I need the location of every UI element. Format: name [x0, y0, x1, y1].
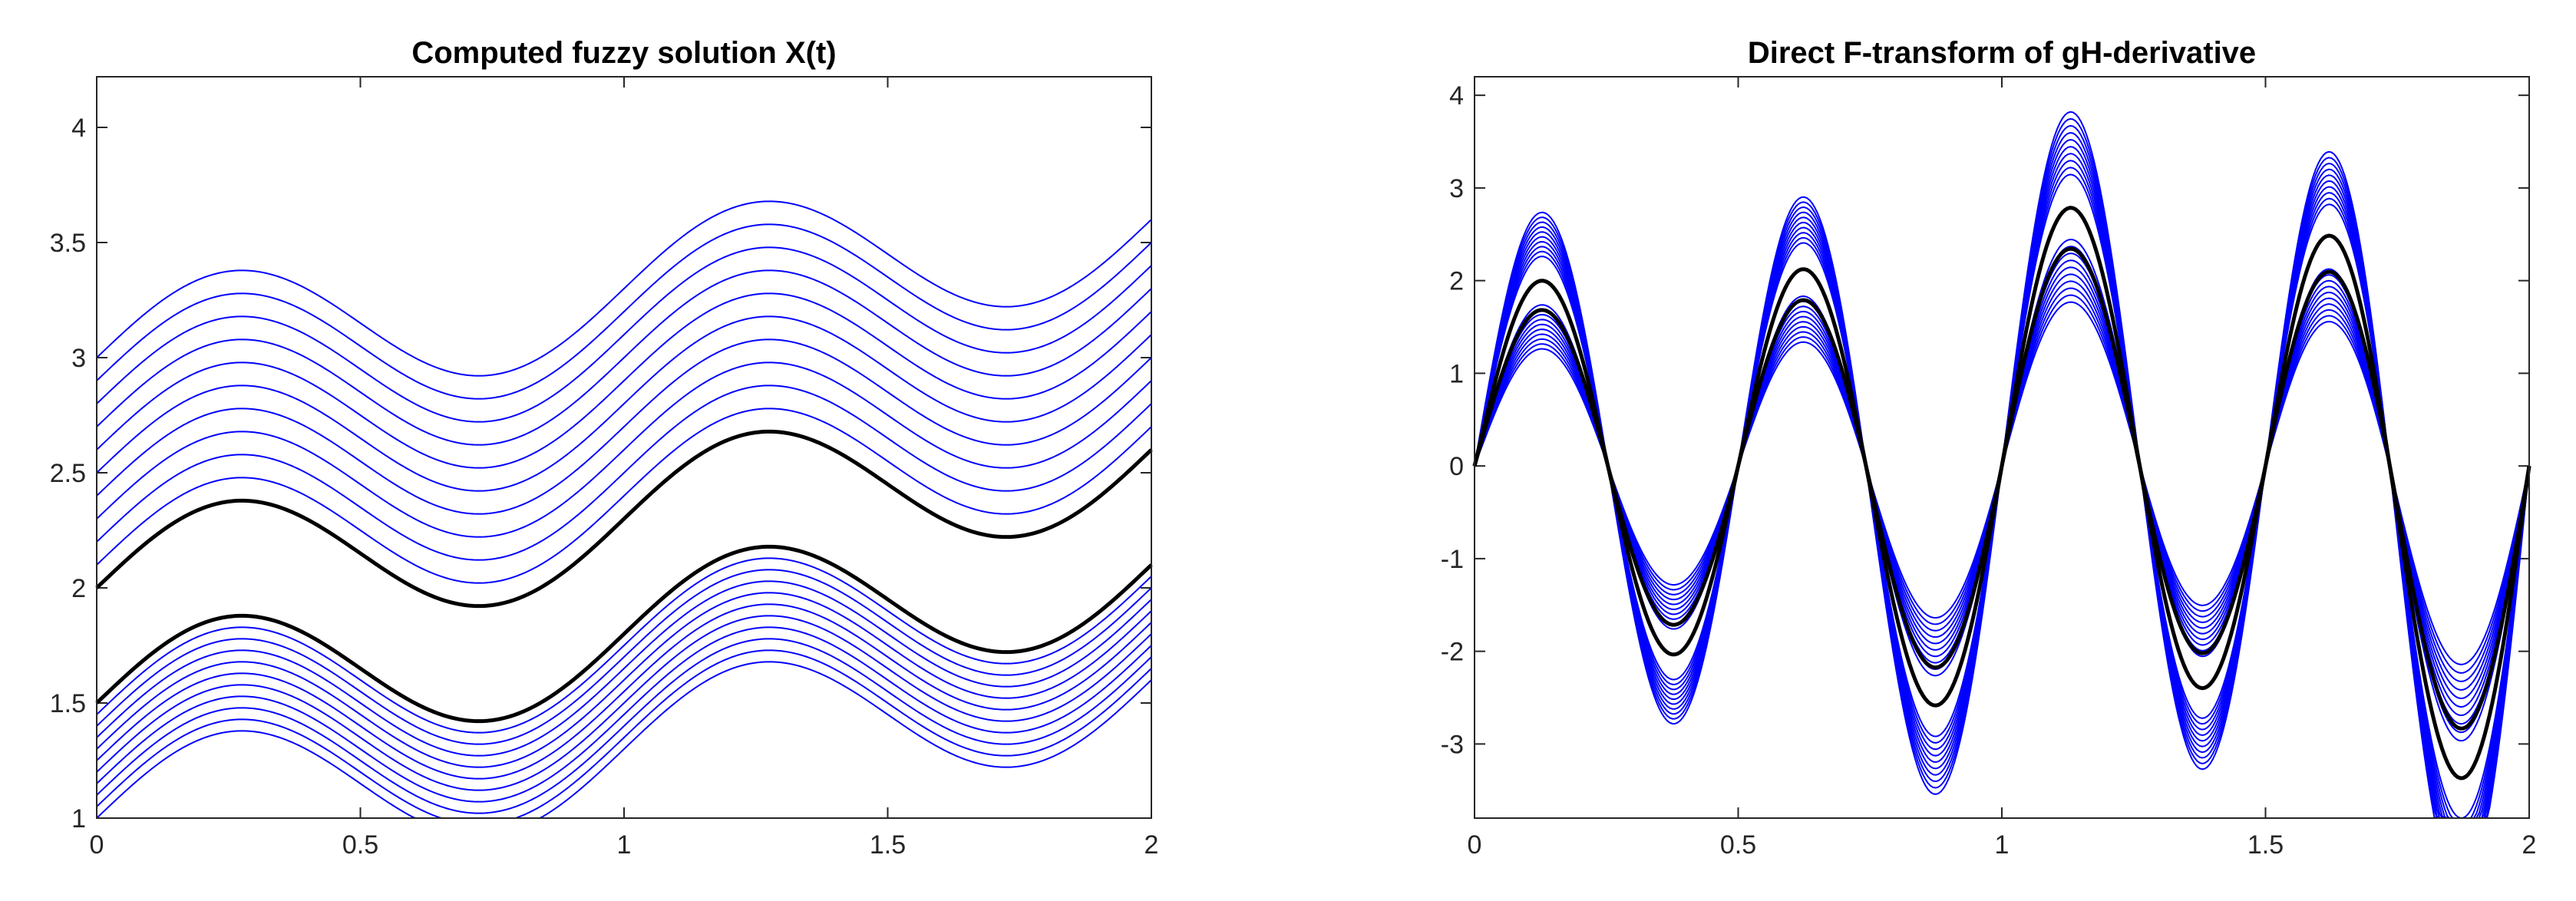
series-line-alpha-cut [96, 580, 1152, 757]
y-tick-label: 3 [1449, 174, 1464, 203]
series-line-alpha-cut [96, 361, 1152, 538]
chart-title: Computed fuzzy solution X(t) [411, 36, 836, 70]
series-line-alpha-cut [96, 603, 1152, 780]
series-line-alpha-cut [96, 223, 1152, 400]
x-tick-label: 1 [617, 830, 632, 860]
x-axis: 0 0.5 1 1.5 2 [90, 77, 1159, 860]
series-line-alpha-cut [96, 338, 1152, 515]
series-line-alpha-cut [96, 649, 1152, 819]
series-line-alpha-cut [96, 292, 1152, 469]
y-tick-label: 1 [1449, 359, 1464, 388]
plot-area-frame [96, 76, 1152, 819]
series-line-alpha-cut [96, 408, 1152, 584]
x-tick-label: 0.5 [1720, 830, 1756, 860]
series-line-alpha-cut [96, 269, 1152, 446]
x-tick-label: 2 [2522, 830, 2537, 860]
y-tick-label: 4 [1449, 81, 1464, 111]
y-tick-label: -3 [1441, 730, 1464, 759]
plot-area-frame [1474, 76, 2530, 819]
series-line-alpha-cut [96, 626, 1152, 803]
series-line-core [1472, 246, 2531, 731]
series-line-alpha-cut [96, 638, 1152, 814]
series-line-alpha-cut [96, 246, 1152, 423]
series-line-alpha-cut [96, 661, 1152, 819]
x-tick-label: 0 [90, 830, 104, 860]
x-tick-label: 2 [1144, 830, 1159, 860]
series-line-core [95, 544, 1153, 724]
series-line-alpha-cut [96, 315, 1152, 492]
y-tick-label: 2 [1449, 267, 1464, 296]
y-tick-label: 3 [71, 344, 86, 373]
series-line-alpha-cut [96, 384, 1152, 561]
plot-lines [95, 200, 1153, 819]
y-tick-label: 2 [71, 574, 86, 603]
chart-f-transform: Direct F-transform of gH-derivative 0 0.5… [1441, 36, 2537, 860]
x-tick-label: 1 [1995, 830, 2010, 860]
series-line-alpha-cut [96, 557, 1152, 734]
series-line-alpha-cut [96, 592, 1152, 768]
y-tick-label: 1.5 [50, 689, 86, 718]
series-line-alpha-cut [96, 615, 1152, 791]
x-tick-label: 1.5 [870, 830, 906, 860]
x-tick-label: 0 [1468, 830, 1482, 860]
y-tick-label: 0 [1449, 452, 1464, 481]
y-tick-label: 3.5 [50, 229, 86, 258]
series-line-core [95, 429, 1153, 609]
y-tick-label: -2 [1441, 638, 1464, 667]
plot-lines [1472, 111, 2531, 819]
y-tick-label: 2.5 [50, 459, 86, 488]
series-line-alpha-cut [96, 569, 1152, 745]
series-line-alpha-cut [96, 200, 1152, 377]
x-axis: 0 0.5 1 1.5 2 [1468, 77, 2537, 860]
y-tick-label: -1 [1441, 545, 1464, 574]
x-tick-label: 0.5 [342, 830, 378, 860]
chart-fuzzy-solution: Computed fuzzy solution X(t) 0 0.5 1 1.5 2 1… [50, 36, 1159, 860]
y-tick-label: 4 [71, 114, 86, 143]
x-tick-label: 1.5 [2247, 830, 2284, 860]
y-axis: 1 1.5 2 2.5 3 3.5 4 [50, 114, 1151, 833]
chart-title: Direct F-transform of gH-derivative [1748, 36, 2256, 70]
y-tick-label: 1 [71, 804, 86, 833]
